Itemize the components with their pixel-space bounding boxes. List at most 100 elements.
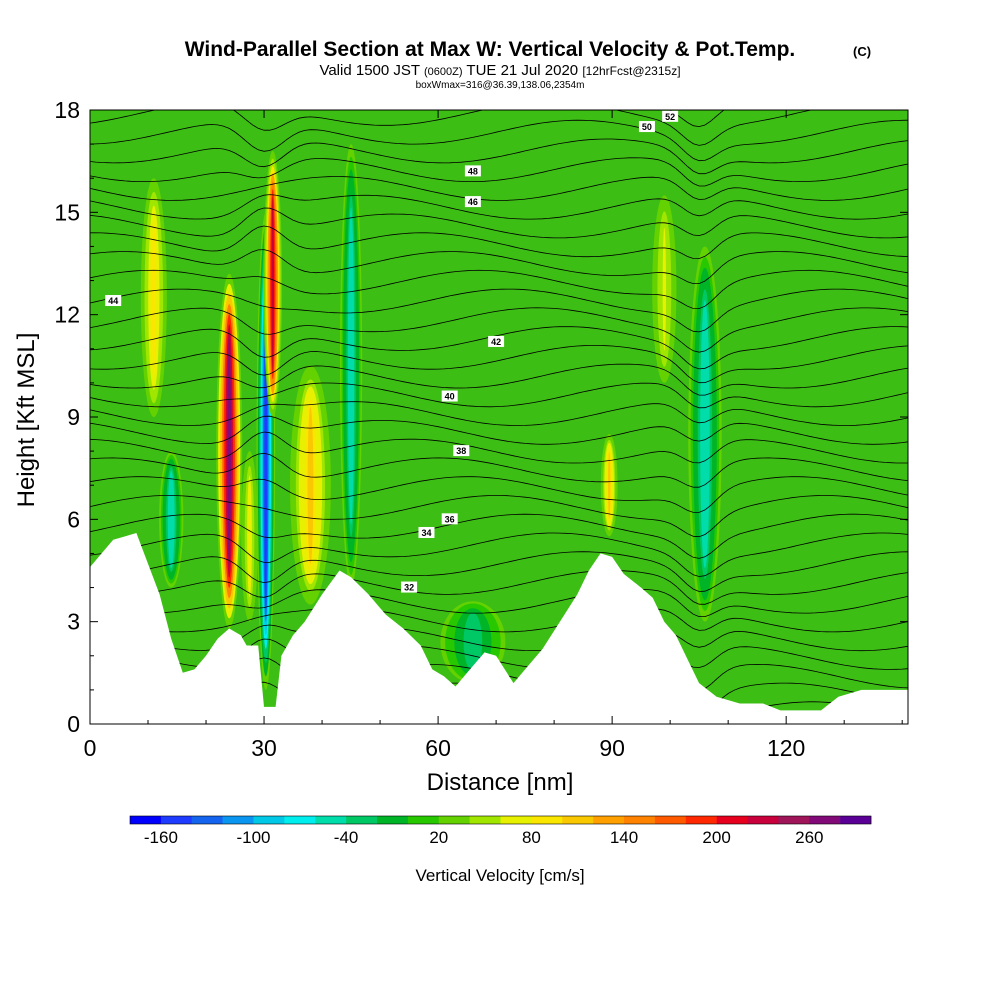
contour-label-bg [453,445,470,457]
colorbar-tick-label: -160 [144,828,178,847]
velocity-bands [140,144,722,690]
x-tick-label: 0 [84,735,97,761]
updraft-band-3-level-6 [151,219,156,377]
theta-contour-line [90,476,908,513]
colorbar [129,815,872,825]
downdraft-band-4-level-6 [468,615,478,670]
contour-label-bg [441,513,458,525]
theta-contour-line [90,225,908,260]
theta-contour-line [90,401,908,426]
theta-contour-line [90,570,908,605]
colorbar-swatch [654,816,687,824]
contour-label: 42 [491,337,501,347]
downdraft-band-1-level-6 [169,474,173,565]
theta-contour-line [90,588,908,617]
updraft-band-4-level-6 [608,451,611,519]
subtitle-date: TUE 21 Jul 2020 [466,62,578,79]
contour-label: 48 [468,166,478,176]
theta-contour-line [90,157,908,187]
theta-contour-line [90,307,908,353]
colorbar-tick-label: 140 [610,828,638,847]
colorbar-swatch [253,816,285,824]
colorbar-swatch [407,816,440,824]
x-tick-label: 60 [425,735,451,761]
theta-contour-line [90,119,908,162]
colorbar-tick-label: 260 [795,828,823,847]
contour-label: 46 [468,197,478,207]
contour-label-bg [401,581,418,593]
y-tick-label: 18 [54,97,80,123]
contour-label: 34 [421,528,431,538]
y-tick-label: 12 [54,302,80,328]
contour-label-bg [441,390,458,402]
y-tick-label: 0 [67,711,80,737]
contour-label: 38 [456,446,466,456]
theta-contour-line [90,607,908,633]
theta-contour-line [90,207,908,239]
colorbar-label: Vertical Velocity [cm/s] [415,866,584,885]
colorbar-tick-label: -100 [236,828,270,847]
colorbar-swatch [809,816,841,824]
colorbar-swatch [562,816,594,824]
x-tick-label: 120 [767,735,805,761]
colorbar-swatch [531,816,563,824]
x-tick-label: 90 [599,735,625,761]
theta-contour-line [90,269,908,310]
box-wmax-note: boxWmax=316@36.39,138.06,2354m [416,80,585,91]
theta-contour-line [90,495,908,538]
colorbar-swatch [840,816,872,824]
contour-label: 40 [445,392,455,402]
x-tick-label: 30 [251,735,277,761]
contour-label-bg [638,121,655,133]
colorbar-swatch [130,816,162,824]
y-axis-label: Height [Kft MSL] [13,333,40,508]
theta-contour-line [90,513,908,559]
downdraft-band-2-level-6 [349,220,353,512]
theta-contour-line [90,138,908,175]
updraft-band-1-level-6 [271,196,275,372]
updraft-band-0-level-6 [227,334,232,568]
colorbar-swatch [222,816,254,824]
theta-contour-line [90,382,908,409]
colorbar-swatch [469,816,501,824]
colorbar-tick-label: 200 [702,828,730,847]
contour-label-bg [464,196,481,208]
theta-contour-line [90,431,908,464]
chart-title: Wind-Parallel Section at Max W: Vertical… [185,38,796,61]
x-axis-label: Distance [nm] [427,769,574,796]
colorbar-tick-label: -40 [334,828,359,847]
theta-contour-line [90,326,908,370]
colorbar-swatch [160,816,193,824]
colorbar-swatch [346,816,378,824]
contour-label: 36 [445,514,455,524]
colorbar-swatch [284,816,316,824]
colorbar-swatch [778,816,810,824]
colorbar-frame [129,815,872,825]
colorbar-swatch [377,816,409,824]
y-tick-label: 6 [67,506,80,532]
y-tick-label: 9 [67,404,80,430]
colorbar-swatch [500,816,532,824]
theta-contour-line [90,551,908,592]
subtitle-valid: Valid 1500 JST [319,62,419,79]
colorbar-swatch [438,816,470,824]
colorbar-tick-label: 20 [429,828,448,847]
theta-contour-line [90,452,908,488]
colorbar-swatch [716,816,748,824]
contour-label-bg [662,110,679,122]
colorbar-ticks: -160 -100 -40 20 80 140 200 260 [144,828,824,847]
contour-label-bg [105,295,122,307]
contour-label: 32 [404,583,414,593]
theta-contour-line [90,288,908,333]
downdraft-band-3-level-6 [702,310,708,558]
theta-contour-line [90,345,908,384]
terrain-mask [90,533,908,724]
contour-label-bg [488,335,505,347]
colorbar-swatch [624,816,656,824]
updraft-band-6-level-6 [248,480,251,593]
updraft-band-5-level-6 [662,227,667,351]
contour-label-bg [418,526,435,538]
colorbar-swatch [747,816,779,824]
